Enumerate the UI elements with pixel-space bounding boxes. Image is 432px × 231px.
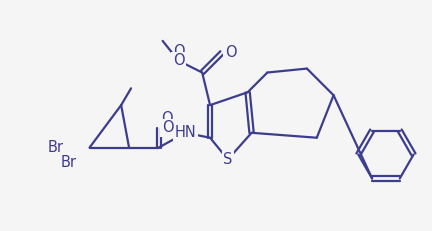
Text: O: O: [224, 45, 235, 60]
Text: O: O: [173, 53, 184, 68]
Text: Br: Br: [60, 155, 77, 170]
Text: O: O: [225, 45, 236, 60]
Text: O: O: [173, 44, 184, 59]
Text: HN: HN: [175, 125, 196, 140]
Text: Br: Br: [60, 155, 77, 170]
Text: HN: HN: [175, 125, 196, 140]
Text: S: S: [223, 152, 232, 167]
Text: O: O: [162, 120, 173, 135]
Text: S: S: [223, 152, 232, 167]
Text: Br: Br: [48, 140, 64, 155]
Text: O: O: [161, 111, 172, 126]
Text: Br: Br: [48, 140, 64, 155]
